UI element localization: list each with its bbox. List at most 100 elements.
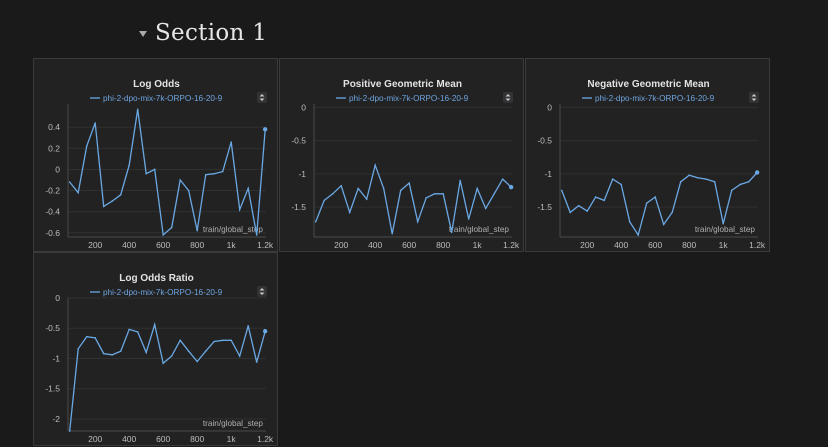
data-point [238, 355, 241, 357]
data-point [247, 325, 249, 327]
data-point [187, 350, 190, 352]
legend-entry[interactable]: phi-2-dpo-mix-7k-ORPO-16-20-9 [103, 94, 223, 103]
x-tick-label: 800 [190, 434, 204, 444]
data-point [620, 183, 622, 186]
x-tick-label: 600 [402, 240, 416, 250]
data-point [153, 168, 156, 171]
data-point [102, 352, 105, 355]
data-point [679, 181, 682, 183]
data-point [586, 210, 588, 212]
data-point [221, 339, 224, 342]
data-point [213, 172, 215, 175]
chart-svg: Log Odds Ratio phi-2-dpo-mix-7k-ORPO-16-2… [45, 273, 274, 444]
data-point [238, 208, 241, 211]
x-tick-label: 600 [156, 434, 170, 444]
chart-svg: Positive Geometric Mean phi-2-dpo-mix-7k-… [291, 79, 520, 250]
sort-arrows-icon[interactable] [749, 92, 759, 103]
series-line[interactable] [69, 109, 266, 237]
data-point [408, 182, 410, 184]
series-line[interactable] [69, 322, 266, 432]
data-point [128, 328, 130, 331]
chart-panel-log-odds[interactable]: Log Odds phi-2-dpo-mix-7k-ORPO-16-20-9 0.4… [33, 58, 278, 252]
data-point [739, 183, 741, 186]
x-axis-label: train/global_step [695, 225, 756, 234]
x-tick-label: 1k [227, 434, 237, 444]
data-point [340, 184, 342, 187]
y-tick-label: -1 [52, 353, 60, 363]
data-point [170, 355, 173, 357]
data-point [136, 108, 139, 111]
x-tick-label: 1.2k [503, 240, 520, 250]
legend-entry[interactable]: phi-2-dpo-mix-7k-ORPO-16-20-9 [349, 94, 469, 103]
data-point [671, 211, 673, 214]
data-point [136, 331, 139, 333]
data-point [213, 340, 215, 343]
last-point-marker [754, 170, 760, 175]
x-tick-label: 1k [473, 240, 483, 250]
caret-down-icon[interactable] [139, 31, 147, 37]
y-tick-label: 0 [547, 102, 552, 112]
x-tick-label: 1.2k [257, 240, 274, 250]
data-point [68, 430, 71, 432]
data-point [425, 196, 427, 199]
data-point [111, 354, 113, 356]
data-point [68, 181, 71, 183]
x-tick-label: 400 [122, 240, 136, 250]
chart-panel-positive-geometric-mean[interactable]: Positive Geometric Mean phi-2-dpo-mix-7k-… [279, 58, 524, 252]
data-point [111, 200, 113, 202]
data-point [85, 145, 88, 148]
x-tick-label: 400 [368, 240, 382, 250]
data-point [153, 323, 156, 326]
y-tick-label: -0.6 [45, 228, 60, 238]
data-point [501, 178, 504, 180]
series-line[interactable] [561, 172, 758, 237]
data-point [94, 122, 96, 124]
x-axis-label: train/global_step [203, 419, 264, 428]
data-point [560, 189, 563, 192]
legend-entry[interactable]: phi-2-dpo-mix-7k-ORPO-16-20-9 [595, 94, 715, 103]
chart-panel-negative-geometric-mean[interactable]: Negative Geometric Mean phi-2-dpo-mix-7k-… [525, 58, 770, 252]
x-tick-label: 800 [682, 240, 696, 250]
legend-entry[interactable]: phi-2-dpo-mix-7k-ORPO-16-20-9 [103, 288, 223, 297]
data-point [162, 234, 164, 236]
data-point [119, 193, 122, 196]
data-point [255, 361, 258, 363]
data-point [255, 234, 258, 236]
data-point [187, 189, 190, 192]
x-tick-label: 200 [88, 240, 102, 250]
data-point [230, 339, 232, 342]
last-point-marker [262, 329, 268, 334]
data-point [331, 192, 334, 195]
data-point [654, 196, 656, 198]
x-tick-label: 1.2k [257, 434, 274, 444]
y-tick-label: -1.5 [537, 202, 552, 212]
x-tick-label: 200 [88, 434, 102, 444]
data-point [730, 189, 733, 192]
x-tick-label: 1.2k [749, 240, 766, 250]
y-tick-label: -1 [298, 169, 306, 179]
chart-panel-log-odds-ratio[interactable]: Log Odds Ratio phi-2-dpo-mix-7k-ORPO-16-2… [33, 252, 278, 446]
data-point [145, 172, 147, 175]
y-tick-label: -1.5 [291, 202, 306, 212]
y-tick-label: -0.5 [291, 136, 306, 146]
sort-arrows-icon[interactable] [257, 286, 267, 297]
data-point [179, 339, 181, 342]
data-point [713, 181, 716, 183]
data-point [323, 199, 325, 202]
data-point [314, 220, 317, 223]
data-point [603, 199, 605, 202]
section-header[interactable]: Section 1 [139, 17, 267, 49]
series-line[interactable] [315, 162, 512, 234]
x-tick-label: 1k [719, 240, 729, 250]
x-axis-label: train/global_step [203, 225, 264, 234]
sort-arrows-icon[interactable] [503, 92, 513, 103]
x-tick-label: 600 [648, 240, 662, 250]
sort-arrows-icon[interactable] [257, 92, 267, 103]
data-point [577, 204, 580, 207]
data-point [77, 347, 79, 350]
y-tick-label: -0.4 [45, 207, 60, 217]
data-point [85, 335, 88, 338]
y-tick-label: 0.4 [48, 122, 60, 132]
data-point [374, 164, 376, 166]
data-point [391, 232, 393, 235]
